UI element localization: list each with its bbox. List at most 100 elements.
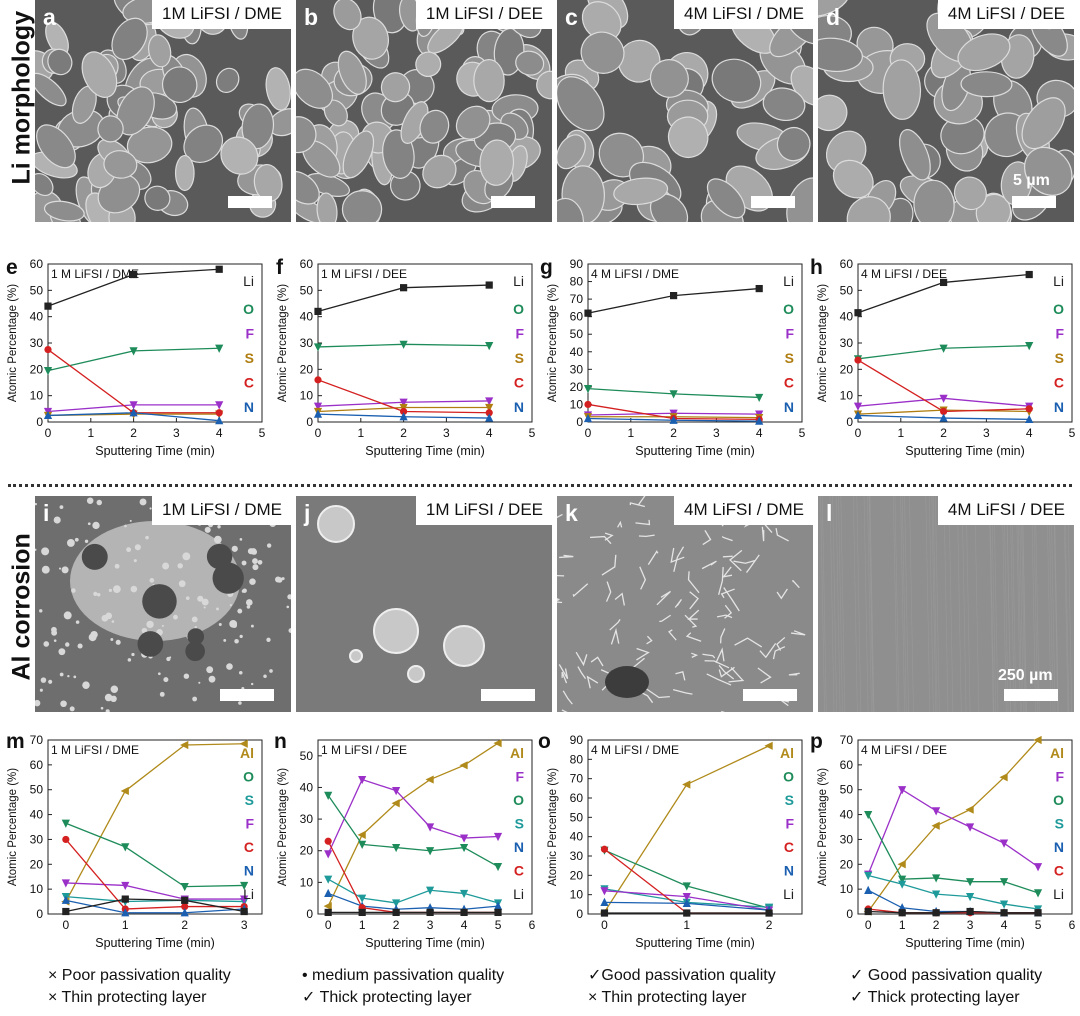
x-axis-label: Sputtering Time (min) — [905, 444, 1024, 458]
point-O — [392, 843, 401, 853]
legend-entry-Li: Li — [783, 886, 794, 902]
chart-title: 1 M LiFSI / DME — [51, 743, 139, 757]
x-tick-label: 4 — [756, 426, 763, 440]
point-Al — [425, 775, 434, 784]
y-tick-label: 50 — [840, 283, 854, 297]
sem-image-l: l 4M LiFSI / DEE 250 µm — [818, 496, 1074, 712]
point-S — [459, 889, 469, 899]
y-tick-label: 40 — [570, 830, 584, 844]
x-tick-label: 0 — [855, 426, 862, 440]
li-grain-texture — [296, 0, 552, 222]
point-C — [1025, 405, 1033, 413]
sem-condition-label: 4M LiFSI / DME — [674, 496, 813, 525]
point-N — [600, 897, 609, 906]
sem-image-b: b 1M LiFSI / DEE — [296, 0, 552, 222]
point-O — [61, 819, 70, 828]
chart-e: 0 10 20 30 40 50 60 0 1 2 3 4 5 Sputtering Time (min)… — [0, 252, 270, 483]
x-tick-label: 3 — [173, 426, 180, 440]
panel-letter: j — [304, 500, 311, 526]
point-S — [324, 875, 333, 884]
y-tick-label: 60 — [570, 791, 584, 805]
legend-entry-S: S — [785, 350, 794, 366]
sem-image-c: c 4M LiFSI / DME — [557, 0, 813, 222]
sem-image-a: a 1M LiFSI / DME — [35, 0, 291, 222]
point-Li — [62, 907, 70, 916]
point-N — [939, 413, 948, 422]
series-line-Al — [867, 739, 1039, 912]
point-C — [940, 407, 948, 416]
summary-line: ✓ Thick protecting layer — [850, 989, 1020, 1006]
y-tick-label: 40 — [30, 310, 44, 324]
point-S — [485, 403, 494, 413]
series-line-Al — [65, 743, 245, 902]
legend-entry-C: C — [244, 839, 254, 855]
chart-m: 0 10 20 30 40 50 60 70 0 1 2 3 Sputtering Time (min)… — [0, 728, 270, 953]
y-axis-label: Atomic Percentage (%) — [817, 768, 829, 886]
point-F — [61, 879, 70, 888]
legend-entry-Li: Li — [513, 886, 524, 902]
y-tick-label: 20 — [840, 362, 854, 376]
panel-letter: a — [43, 4, 56, 30]
panel-letter-n: n — [274, 730, 287, 753]
y-tick-label: 70 — [570, 292, 584, 306]
legend-entry-O: O — [1053, 301, 1064, 317]
point-F — [324, 850, 333, 859]
point-Li — [940, 278, 948, 287]
y-tick-label: 30 — [30, 832, 44, 846]
point-N — [864, 885, 873, 894]
sem-condition-label: 1M LiFSI / DEE — [415, 0, 552, 29]
x-tick-label: 3 — [443, 426, 450, 440]
point-F — [1033, 863, 1043, 872]
point-Li — [584, 309, 592, 317]
point-Li — [898, 909, 906, 917]
point-C — [584, 400, 592, 409]
legend-entry-O: O — [783, 301, 794, 317]
x-tick-label: 2 — [940, 426, 947, 440]
point-O — [939, 344, 948, 353]
y-axis-label: Atomic Percentage (%) — [547, 284, 559, 402]
point-Li — [1000, 909, 1008, 917]
plot-frame — [47, 263, 263, 423]
scale-label: 250 µm — [998, 667, 1053, 684]
x-tick-label: 1 — [87, 426, 94, 440]
point-N — [121, 908, 130, 917]
point-N — [324, 888, 333, 898]
series-line-N — [867, 889, 1039, 914]
legend-entry-Al: Al — [1050, 745, 1064, 761]
x-tick-label: 6 — [1069, 918, 1076, 932]
sem-condition-label: 4M LiFSI / DME — [674, 0, 813, 29]
x-tick-label: 0 — [62, 918, 69, 932]
series-line-Al — [327, 742, 499, 907]
point-F — [898, 786, 907, 795]
summary-line: × Poor passivation quality — [48, 967, 231, 984]
point-N — [180, 908, 189, 917]
al-corrosion-texture — [296, 496, 552, 712]
summary-line: • medium passivation quality — [302, 967, 505, 984]
x-tick-label: 3 — [713, 426, 720, 440]
y-tick-label: 10 — [300, 389, 314, 403]
point-F — [493, 832, 503, 842]
plot-frame — [317, 263, 533, 423]
y-tick-label: 30 — [570, 362, 584, 376]
point-Al — [931, 821, 940, 830]
chart-title: 4 M LiFSI / DEE — [861, 267, 947, 281]
point-O — [358, 840, 367, 849]
point-Li — [181, 896, 189, 904]
legend-entry-O: O — [1053, 792, 1064, 808]
x-tick-label: 2 — [181, 918, 188, 932]
y-tick-label: 0 — [576, 907, 583, 921]
legend-entry-S: S — [245, 792, 254, 808]
row-title-li-morphology: Li morphology — [7, 10, 36, 185]
y-tick-label: 20 — [570, 868, 584, 882]
y-tick-label: 0 — [306, 415, 313, 429]
summary-dee-4m: ✓ Good passivation quality ✓ Thick prote… — [850, 965, 1042, 1009]
point-C — [854, 356, 862, 364]
point-Li — [240, 907, 248, 916]
legend-entry-N: N — [784, 863, 794, 879]
sem-image-i: i 1M LiFSI / DME — [35, 496, 291, 712]
point-N — [669, 415, 678, 424]
point-N — [682, 898, 691, 907]
y-tick-label: 20 — [570, 380, 584, 394]
x-tick-label: 0 — [585, 426, 592, 440]
x-tick-label: 3 — [241, 918, 248, 932]
